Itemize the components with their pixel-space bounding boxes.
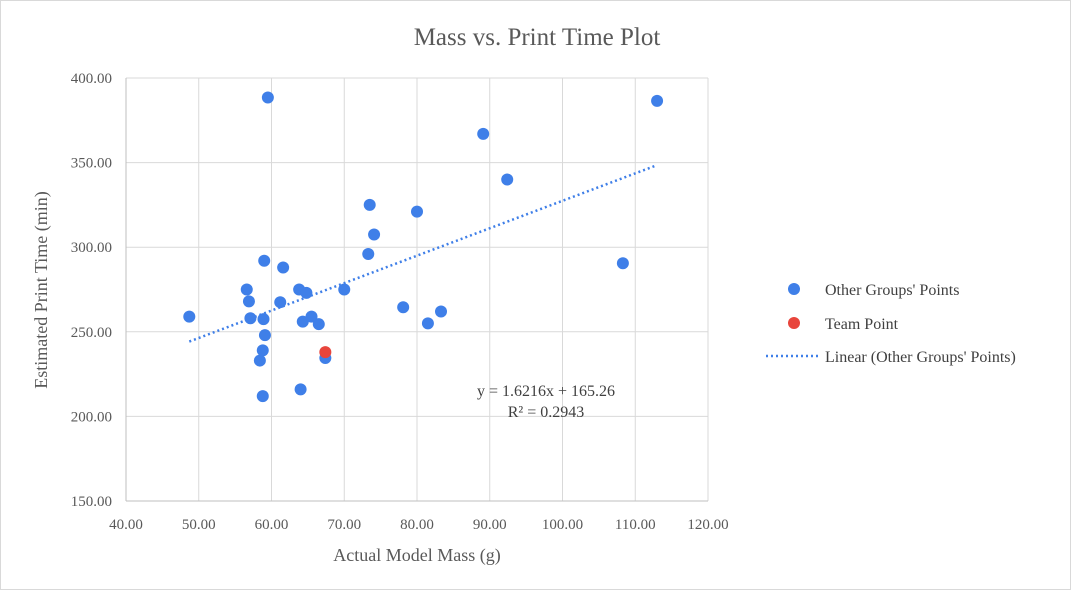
- data-point-other-groups: [294, 383, 307, 396]
- data-point-other-groups: [183, 310, 196, 323]
- trendline: [188, 163, 658, 343]
- data-point-other-groups: [261, 91, 274, 104]
- y-tick-label: 350.00: [71, 156, 112, 172]
- data-point-other-groups: [242, 295, 255, 308]
- data-point-other-groups: [240, 283, 253, 296]
- data-point-other-groups: [256, 344, 269, 357]
- data-point-other-groups: [300, 286, 313, 299]
- data-point-other-groups: [253, 354, 266, 367]
- data-point-other-groups: [651, 94, 664, 107]
- x-tick-label: 70.00: [327, 517, 361, 533]
- data-point-other-groups: [277, 261, 290, 274]
- legend-item-linear: Linear (Other Groups' Points): [766, 349, 1016, 366]
- x-tick-label: 110.00: [615, 517, 656, 533]
- legend-label-other-groups: Other Groups' Points: [825, 282, 959, 299]
- data-point-other-groups: [435, 305, 448, 318]
- x-tick-label: 120.00: [687, 517, 728, 533]
- legend-item-team-point: Team Point: [788, 316, 899, 333]
- data-point-other-groups: [338, 283, 351, 296]
- points-layer: [183, 91, 664, 403]
- data-point-other-groups: [312, 318, 325, 331]
- trendline-equation: y = 1.6216x + 165.26: [477, 383, 615, 400]
- x-tick-label: 80.00: [400, 517, 434, 533]
- y-tick-label: 200.00: [71, 409, 112, 425]
- axes: 40.00 50.00 60.00 70.00 80.00 90.00 100.00 110.…: [71, 71, 729, 533]
- data-point-other-groups: [397, 301, 410, 314]
- legend-marker-other-groups: [788, 283, 800, 295]
- data-point-other-groups: [258, 254, 271, 267]
- x-tick-label: 50.00: [182, 517, 216, 533]
- data-point-other-groups: [296, 315, 309, 328]
- data-point-other-groups: [274, 296, 287, 309]
- gridlines: [126, 77, 709, 501]
- data-point-other-groups: [616, 257, 629, 270]
- data-point-other-groups: [368, 228, 381, 241]
- chart-title: Mass vs. Print Time Plot: [414, 24, 661, 51]
- data-point-other-groups: [305, 310, 318, 323]
- y-tick-label: 250.00: [71, 325, 112, 341]
- x-tick-label: 90.00: [473, 517, 507, 533]
- x-tick-label: 60.00: [255, 517, 289, 533]
- data-point-other-groups: [256, 390, 269, 403]
- data-point-other-groups: [244, 312, 257, 325]
- y-tick-label: 300.00: [71, 240, 112, 256]
- data-point-other-groups: [421, 317, 434, 330]
- y-tick-label: 150.00: [71, 494, 112, 510]
- trendline-layer: [188, 163, 658, 343]
- data-point-other-groups: [362, 247, 375, 260]
- legend-item-other-groups: Other Groups' Points: [788, 282, 959, 299]
- legend: Other Groups' Points Team Point Linear (…: [766, 282, 1016, 366]
- x-axis-title: Actual Model Mass (g): [333, 545, 500, 566]
- trendline-r-squared: R² = 0.2943: [508, 404, 585, 421]
- x-tick-label: 40.00: [109, 517, 143, 533]
- legend-label-team-point: Team Point: [825, 316, 899, 333]
- y-tick-label: 400.00: [71, 71, 112, 87]
- data-point-other-groups: [501, 173, 514, 186]
- data-point-other-groups: [477, 127, 490, 140]
- legend-marker-team-point: [788, 317, 800, 329]
- data-point-team: [319, 346, 332, 359]
- x-tick-label: 100.00: [542, 517, 583, 533]
- data-point-other-groups: [411, 205, 423, 218]
- data-point-other-groups: [258, 329, 271, 342]
- legend-label-linear: Linear (Other Groups' Points): [825, 349, 1016, 366]
- data-point-other-groups: [257, 313, 270, 326]
- data-point-other-groups: [363, 198, 376, 211]
- y-axis-title: Estimated Print Time (min): [31, 191, 52, 389]
